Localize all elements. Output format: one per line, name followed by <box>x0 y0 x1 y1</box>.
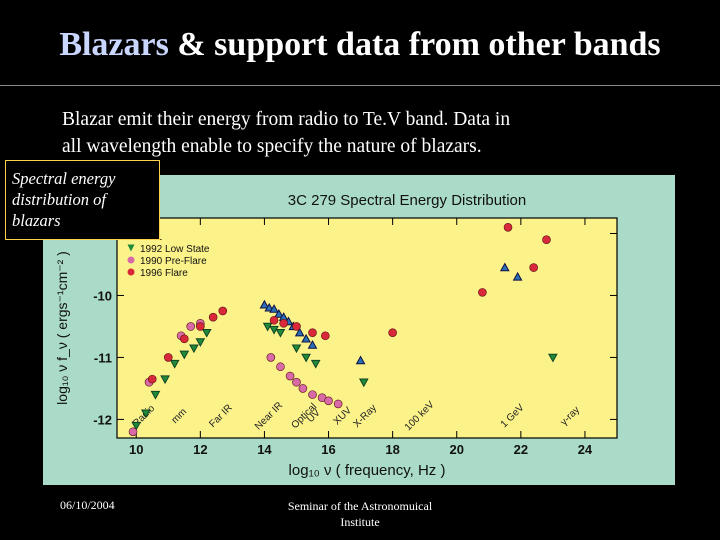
data-point <box>180 334 189 344</box>
data-point <box>259 299 270 309</box>
data-point <box>292 377 301 387</box>
y-tick-label: -10 <box>93 288 112 303</box>
data-point <box>150 390 161 400</box>
y-axis-label: log₁₀ ν f_ν ( ergs⁻¹cm⁻² ) <box>54 251 70 405</box>
x-tick-label: 18 <box>385 442 399 457</box>
legend-label: 1996 Flare <box>140 268 188 279</box>
sed-chart: 3C 279 Spectral Energy Distribution 10 12 1… <box>43 175 675 485</box>
data-point <box>355 355 366 365</box>
x-tick-label: 10 <box>129 442 143 457</box>
data-point <box>321 331 330 341</box>
x-tick-label: 12 <box>193 442 207 457</box>
caption-line-1: Spectral energy <box>12 169 116 188</box>
data-point <box>333 399 343 409</box>
data-point <box>307 340 318 349</box>
caption-box: Spectral energy distribution of blazars <box>5 160 160 240</box>
data-point <box>276 362 285 372</box>
data-point <box>292 322 301 331</box>
data-point <box>499 262 510 272</box>
legend-label: 1992 Low State <box>140 244 210 255</box>
data-point <box>269 325 279 335</box>
data-point <box>308 328 317 337</box>
data-point <box>512 271 523 281</box>
data-point <box>266 353 276 362</box>
data-point <box>196 322 205 331</box>
caption-line-2: distribution of <box>12 190 106 209</box>
x-tick-label: 16 <box>321 442 335 457</box>
intro-line-2: all wavelength enable to specify the nat… <box>62 136 482 157</box>
footer-line-2: Institute <box>340 515 380 529</box>
data-point <box>310 359 321 369</box>
intro-paragraph: Blazar emit their energy from radio to T… <box>62 106 682 160</box>
legend-marker <box>127 244 135 252</box>
x-axis-label: log₁₀ ν ( frequency, Hz ) <box>289 462 446 479</box>
y-tick-label: -11 <box>94 350 112 365</box>
legend-label: 1990 Pre-Flare <box>140 256 207 267</box>
legend-marker <box>127 268 135 276</box>
title-highlight: Blazars <box>59 26 169 63</box>
data-point <box>186 322 196 331</box>
data-point <box>160 375 170 385</box>
data-point <box>147 374 157 384</box>
data-point <box>195 338 206 347</box>
data-point <box>218 306 228 316</box>
data-point <box>542 235 551 244</box>
data-point <box>269 315 279 325</box>
data-point <box>301 353 311 363</box>
x-tick-label: 22 <box>514 442 528 457</box>
data-point <box>208 312 218 322</box>
y-tick-label: -12 <box>93 412 112 427</box>
data-point <box>169 359 180 369</box>
data-point <box>128 427 138 437</box>
data-point <box>358 378 369 388</box>
title-rest: & support data from other bands <box>168 26 661 63</box>
data-point <box>163 353 173 362</box>
data-point <box>275 328 286 338</box>
footer-seminar: Seminar of the Astronomuical Institute <box>255 498 465 530</box>
data-point <box>324 396 333 406</box>
data-point <box>291 344 302 354</box>
sed-chart-svg: 3C 279 Spectral Energy Distribution 10 12 1… <box>54 192 618 479</box>
caption-line-3: blazars <box>12 211 61 230</box>
x-tick-label: 24 <box>578 442 593 457</box>
data-point <box>140 409 151 419</box>
data-point <box>503 222 513 232</box>
data-point <box>308 390 317 399</box>
footer-date: 06/10/2004 <box>60 498 115 512</box>
intro-line-1: Blazar emit their energy from radio to T… <box>62 109 511 130</box>
data-point <box>301 333 311 343</box>
x-tick-label: 14 <box>257 442 272 457</box>
data-point <box>179 350 190 360</box>
data-point <box>269 304 279 313</box>
data-point <box>131 421 142 431</box>
data-point <box>201 328 212 338</box>
title-divider <box>0 85 720 86</box>
data-point <box>262 322 273 332</box>
footer-line-1: Seminar of the Astronomuical <box>287 499 433 513</box>
data-point <box>548 353 558 363</box>
data-point <box>279 319 288 328</box>
data-point <box>478 288 487 297</box>
data-point <box>294 327 305 337</box>
x-tick-label: 20 <box>450 442 464 457</box>
data-point <box>388 328 397 337</box>
data-point <box>285 371 295 381</box>
data-point <box>189 344 199 354</box>
chart-title: 3C 279 Spectral Energy Distribution <box>288 192 526 209</box>
data-point <box>298 384 308 393</box>
data-point <box>529 263 538 272</box>
legend-marker <box>127 256 135 264</box>
data-point <box>274 309 284 318</box>
slide-title: Blazars & support data from other bands <box>0 26 720 64</box>
